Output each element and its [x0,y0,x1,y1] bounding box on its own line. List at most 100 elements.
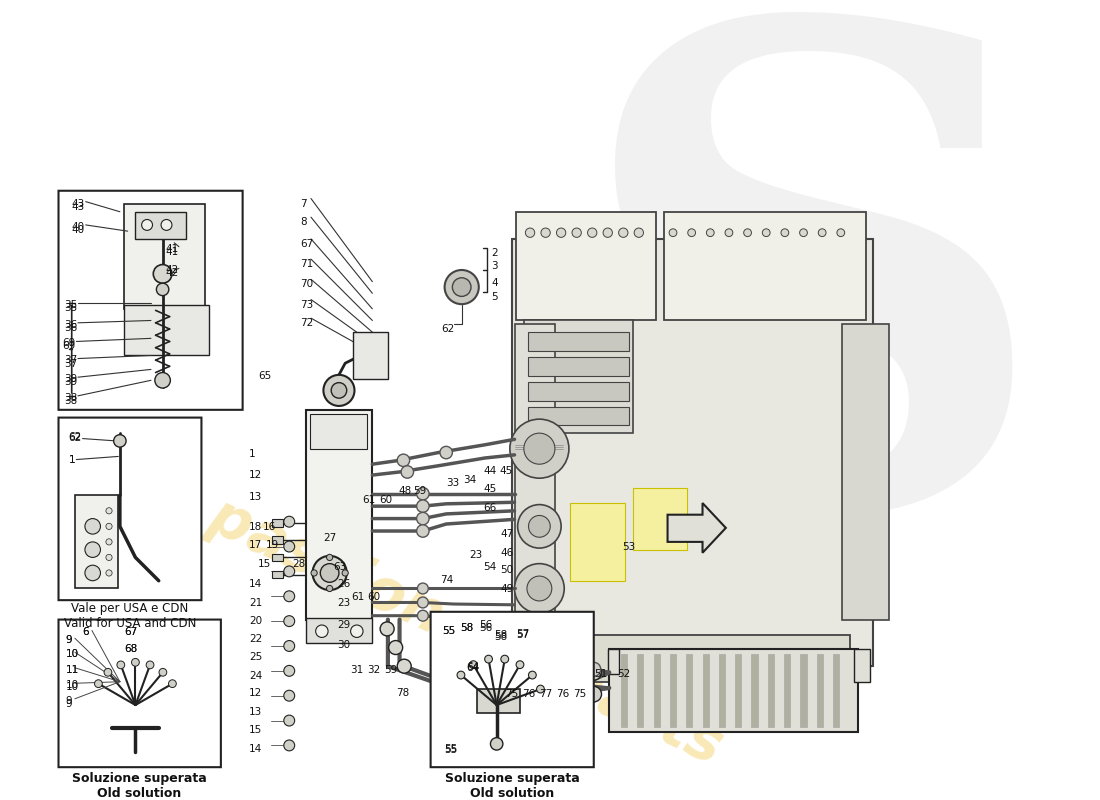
Text: S: S [571,2,1052,647]
Text: 13: 13 [249,706,262,717]
Circle shape [516,661,524,669]
Bar [663,212,866,321]
Text: 1: 1 [249,449,255,458]
Polygon shape [668,503,726,553]
Circle shape [491,738,503,750]
Circle shape [528,671,536,679]
Bar [272,519,283,527]
Bar [272,570,283,578]
Text: 41: 41 [165,243,178,254]
Text: 4: 4 [492,278,498,288]
Text: 38: 38 [64,393,77,402]
Text: Soluzione superata
Old solution: Soluzione superata Old solution [444,772,580,800]
Text: 48: 48 [398,486,411,496]
Circle shape [417,512,429,525]
Circle shape [132,658,140,666]
Bar [515,635,850,682]
Bar [632,487,688,550]
Text: 19: 19 [266,540,279,550]
Text: 21: 21 [249,598,262,608]
Text: 54: 54 [483,562,497,572]
Circle shape [85,542,100,558]
Text: 33: 33 [447,478,460,488]
Circle shape [485,655,493,663]
Text: 55: 55 [442,626,455,636]
Text: 61: 61 [351,592,364,602]
Text: 31: 31 [350,665,363,674]
Text: 29: 29 [338,619,351,630]
Text: 72: 72 [300,318,313,328]
Circle shape [284,690,295,701]
Bar [516,212,656,321]
Bar [843,324,889,619]
Bar [524,321,632,433]
Text: 9: 9 [66,696,73,706]
Circle shape [452,278,471,297]
Bar [528,332,629,350]
Bar [768,654,774,726]
Text: 11: 11 [66,665,79,674]
Circle shape [153,265,172,283]
Circle shape [444,270,478,304]
Bar [784,654,790,726]
Circle shape [556,648,570,662]
Circle shape [762,229,770,237]
Circle shape [417,583,428,594]
Text: 40: 40 [72,225,85,235]
Text: 35: 35 [64,302,77,313]
Text: 45: 45 [499,466,513,476]
Circle shape [417,525,429,538]
Circle shape [586,686,602,702]
Text: 55: 55 [444,746,458,755]
Circle shape [331,382,346,398]
Circle shape [117,661,124,669]
Text: 56: 56 [478,619,492,630]
Circle shape [417,500,429,512]
Bar [75,495,119,589]
Circle shape [526,228,535,238]
Text: 24: 24 [249,671,262,681]
Text: 46: 46 [500,548,514,558]
Circle shape [669,229,676,237]
Text: 78: 78 [396,688,409,698]
Circle shape [557,228,565,238]
Text: 32: 32 [367,665,381,674]
Text: 39: 39 [64,374,77,384]
Text: 38: 38 [64,396,77,406]
Text: 65: 65 [258,371,272,381]
Text: 76: 76 [522,690,536,699]
Circle shape [284,740,295,751]
Text: 28: 28 [293,559,306,569]
Circle shape [572,228,581,238]
Bar [718,654,725,726]
Text: 36: 36 [64,323,77,333]
Text: 62: 62 [68,433,81,443]
Circle shape [388,641,403,654]
Text: Vale per USA e CDN
Valid for USA and CDN: Vale per USA e CDN Valid for USA and CDN [64,602,196,630]
Text: 76: 76 [557,690,570,699]
Text: 57: 57 [516,630,529,641]
Bar [670,654,676,726]
Text: 45: 45 [483,485,497,494]
Bar [528,382,629,401]
Circle shape [104,669,112,676]
Circle shape [155,373,170,388]
Text: 71: 71 [300,259,313,269]
Text: 74: 74 [440,574,453,585]
Text: 63: 63 [333,562,346,572]
Text: 26: 26 [338,579,351,589]
Text: 3: 3 [492,261,498,270]
Text: 51: 51 [594,670,607,679]
Circle shape [311,570,317,576]
Circle shape [397,454,409,466]
Bar [135,212,186,239]
Text: 59: 59 [414,486,427,496]
Circle shape [106,570,112,576]
Text: 36: 36 [64,320,77,330]
Circle shape [160,669,167,676]
Circle shape [586,665,602,680]
Bar [513,239,873,666]
Text: 43: 43 [72,202,85,212]
Bar [272,554,283,562]
Text: 6: 6 [82,627,89,638]
